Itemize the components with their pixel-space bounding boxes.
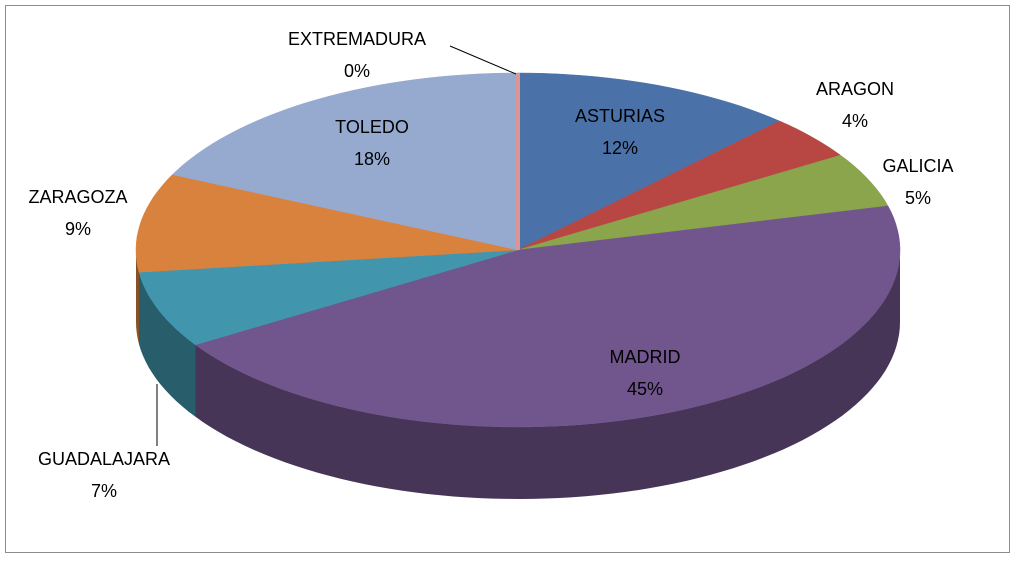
value-label: 4% — [842, 111, 868, 131]
slice — [517, 120, 842, 251]
slice — [194, 205, 901, 428]
value-label: 9% — [65, 219, 91, 239]
slice — [138, 249, 519, 346]
category-label: EXTREMADURA — [288, 29, 426, 49]
category-label: ARAGON — [816, 79, 894, 99]
category-label: GALICIA — [882, 156, 953, 176]
slice — [135, 174, 519, 273]
slice — [517, 72, 781, 251]
value-label: 0% — [344, 61, 370, 81]
value-label: 5% — [905, 188, 931, 208]
value-label: 18% — [354, 149, 390, 169]
leader-line — [449, 45, 517, 75]
value-label: 45% — [627, 379, 663, 399]
pie — [135, 72, 901, 499]
slice — [517, 154, 889, 251]
category-label: GUADALAJARA — [38, 449, 170, 469]
category-label: TOLEDO — [335, 117, 409, 137]
slice-side — [136, 250, 139, 345]
value-label: 7% — [91, 481, 117, 501]
slice-side — [195, 250, 900, 499]
slice — [171, 72, 519, 251]
category-label: MADRID — [610, 347, 681, 367]
category-label: ZARAGOZA — [28, 187, 127, 207]
value-label: 12% — [602, 138, 638, 158]
labels: ASTURIAS 12% ARAGON 4% GALICIA 5% MADRID 45% GUA… — [28, 29, 953, 501]
slice-side — [139, 272, 196, 417]
category-label: ASTURIAS — [575, 106, 665, 126]
